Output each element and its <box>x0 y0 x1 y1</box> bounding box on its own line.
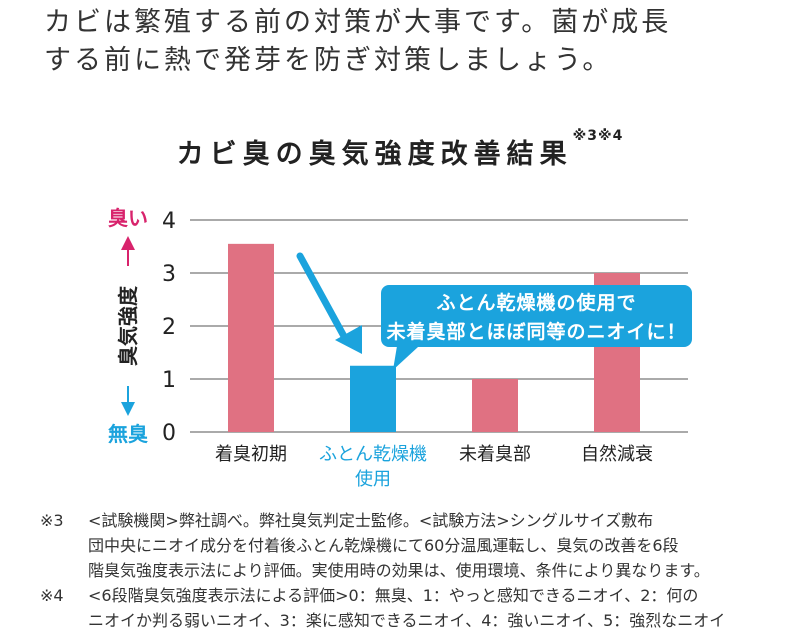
pointer-arrow-shaft <box>296 252 350 344</box>
y-tick-label: 0 <box>162 421 176 446</box>
intro-line-2: する前に熱で発芽を防ぎ対策しましょう。 <box>44 45 613 76</box>
y-tick-label: 4 <box>162 209 176 234</box>
footnote-3: ※3 <試験機関>弊社調べ。弊社臭気判定士監修。<試験方法>シングルサイズ敷布 … <box>40 508 792 583</box>
footnote-3-mark: ※3 <box>40 511 64 530</box>
callout-tail <box>393 340 418 370</box>
x-tick-label: 未着臭部 <box>459 444 531 465</box>
footnote-4-mark: ※4 <box>40 586 64 605</box>
bar <box>228 243 274 432</box>
callout-bubble: ふとん乾燥機の使用で 未着臭部とほぼ同等のニオイに！ <box>381 285 692 347</box>
intro-text: カビは繁殖する前の対策が大事です。菌が成長 する前に熱で発芽を防ぎ対策しましょう… <box>44 4 784 80</box>
arrow-up-icon <box>121 236 135 250</box>
callout-line-1: ふとん乾燥機の使用で <box>436 292 637 314</box>
arrow-down-icon <box>121 402 135 416</box>
x-tick-label: ふとん乾燥機 <box>319 444 427 465</box>
y-tick-label: 1 <box>162 368 176 393</box>
bar <box>350 365 396 432</box>
chart-title: カビ臭の臭気強度改善結果※3※4 <box>0 128 800 171</box>
pointer-arrow-icon <box>335 325 362 354</box>
y-label-top: 臭い <box>108 206 148 230</box>
y-label-bottom: 無臭 <box>108 422 148 446</box>
footnote-3-line-2: 団中央にニオイ成分を付着後ふとん乾燥機にて60分温風運転し、臭気の改善を6段 <box>88 536 679 555</box>
bar <box>472 379 518 432</box>
footnote-4-line-1: <6段階臭気強度表示法による評価>0：無臭、1：やっと感知できるニオイ、2：何の <box>88 586 699 605</box>
y-tick-label: 3 <box>162 262 176 287</box>
y-tick-label: 2 <box>162 315 176 340</box>
footnote-3-line-3: 階臭気強度表示法により評価。実使用時の効果は、使用環境、条件により異なります。 <box>88 561 710 580</box>
chart-title-note: ※3※4 <box>572 128 624 144</box>
x-tick-label: 使用 <box>355 469 391 490</box>
x-tick-label: 着臭初期 <box>215 444 287 465</box>
chart-title-text: カビ臭の臭気強度改善結果 <box>176 139 573 170</box>
x-tick-label: 自然減衰 <box>581 444 653 465</box>
footnote-4: ※4 <6段階臭気強度表示法による評価>0：無臭、1：やっと感知できるニオイ、2… <box>40 583 792 633</box>
y-axis-title: 臭気強度 <box>116 285 140 366</box>
callout-line-2: 未着臭部とほぼ同等のニオイに！ <box>386 321 687 343</box>
footnotes: ※3 <試験機関>弊社調べ。弊社臭気判定士監修。<試験方法>シングルサイズ敷布 … <box>40 508 792 633</box>
intro-line-1: カビは繁殖する前の対策が大事です。菌が成長 <box>44 7 672 38</box>
footnote-4-line-2: ニオイか判る弱いニオイ、3：楽に感知できるニオイ、4：強いニオイ、5：強烈なニオ… <box>88 611 726 630</box>
footnote-3-line-1: <試験機関>弊社調べ。弊社臭気判定士監修。<試験方法>シングルサイズ敷布 <box>88 511 654 530</box>
